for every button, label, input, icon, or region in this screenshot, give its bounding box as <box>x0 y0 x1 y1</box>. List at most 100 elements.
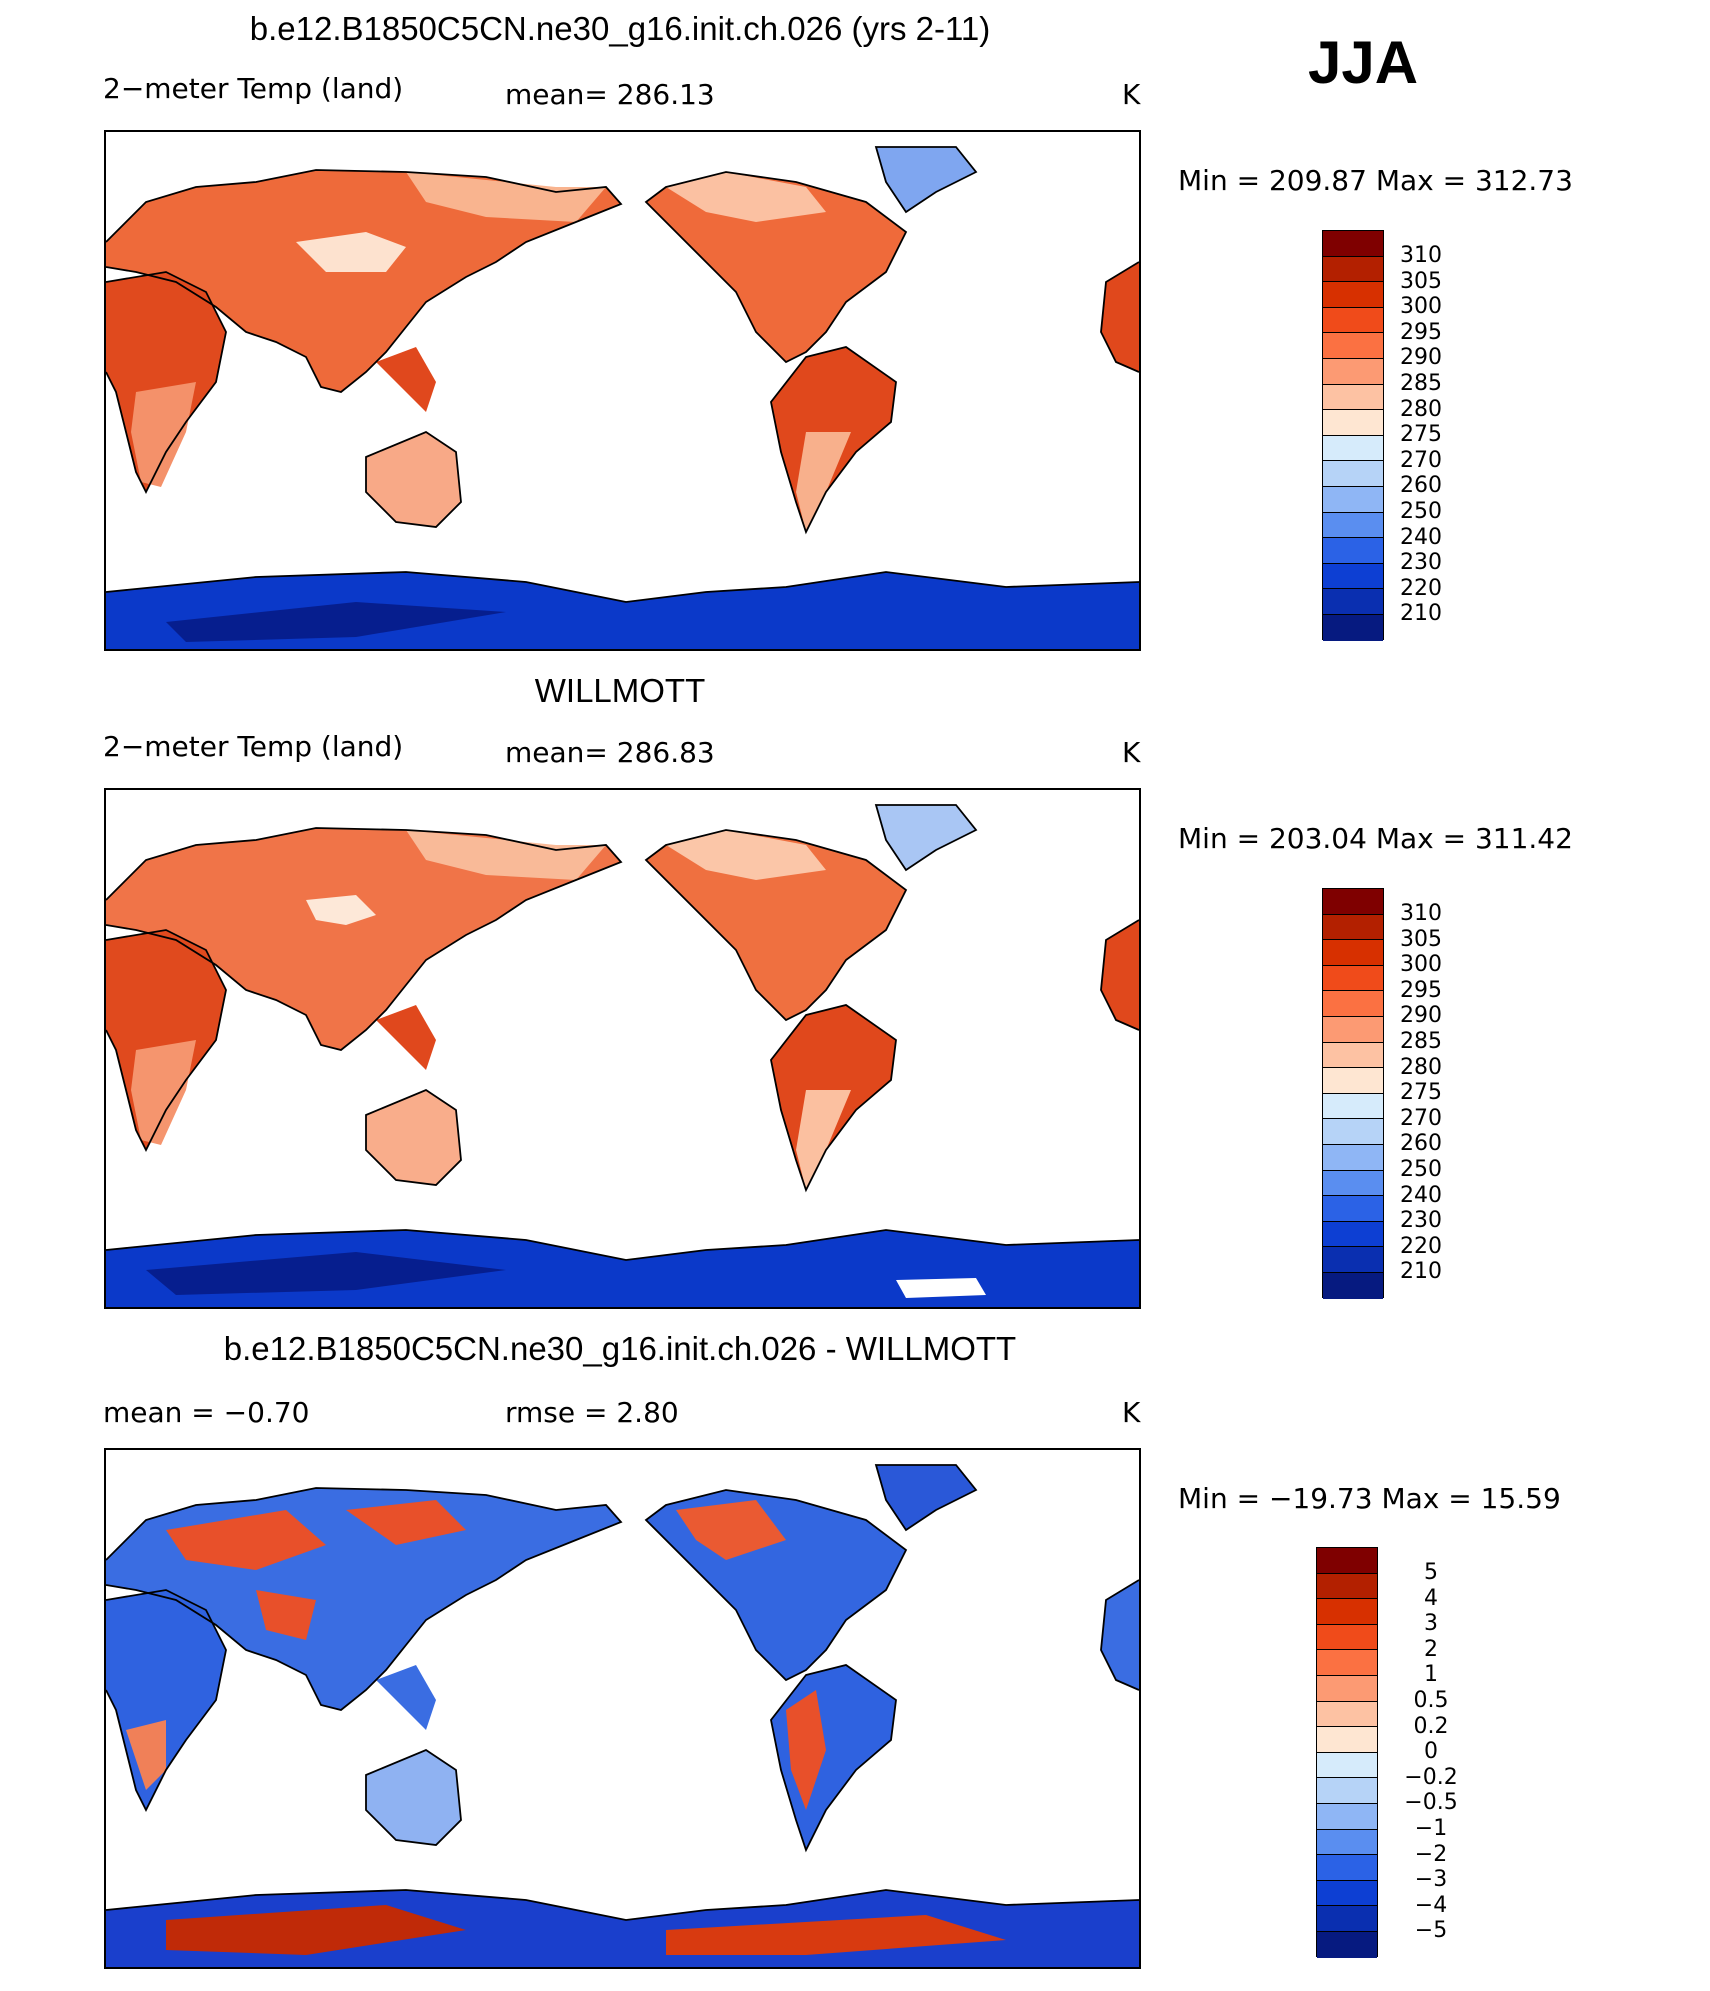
south-america-land <box>771 1665 896 1850</box>
siberia-cool <box>406 172 606 222</box>
colorbar-swatch <box>1323 1272 1383 1299</box>
se-asia-land <box>376 347 436 412</box>
antarctica-red-patch <box>166 1905 466 1955</box>
colorbar-label: 4 <box>1424 1585 1438 1611</box>
se-asia-land <box>376 1005 436 1070</box>
tibet-plateau <box>296 232 406 272</box>
colorbar-swatch <box>1323 1093 1383 1120</box>
australia-land <box>366 432 461 527</box>
colorbar-swatch <box>1323 563 1383 590</box>
colorbar-label: 220 <box>1400 575 1442 601</box>
colorbar-label: −4 <box>1414 1892 1448 1918</box>
africa-south <box>131 382 196 487</box>
colorbar-label: 280 <box>1400 1054 1442 1080</box>
colorbar-swatch <box>1323 282 1383 308</box>
colorbar-label: 300 <box>1400 952 1442 978</box>
colorbar-swatch <box>1323 1068 1383 1094</box>
colorbar-swatch <box>1317 1599 1377 1625</box>
siberia-cool <box>406 830 606 880</box>
colorbar-swatch <box>1323 1119 1383 1145</box>
colorbar-swatch <box>1317 1675 1377 1702</box>
colorbar-label: 240 <box>1400 524 1442 550</box>
colorbar-swatch <box>1317 1727 1377 1753</box>
colorbar-label: 295 <box>1400 977 1442 1003</box>
colorbar-swatch <box>1323 307 1383 334</box>
greenland-land <box>876 147 976 212</box>
panel-1-map <box>104 130 1141 651</box>
africa-south <box>131 1040 196 1145</box>
colorbar-swatch <box>1317 1803 1377 1830</box>
colorbar-swatch <box>1323 486 1383 513</box>
south-america-south <box>796 432 851 532</box>
north-america-land <box>646 172 906 362</box>
panel-1-mean-label: mean= 286.13 <box>505 78 715 111</box>
panel-2-colorbar <box>1322 888 1384 1299</box>
panel-1-colorbar <box>1322 230 1384 641</box>
colorbar-label: 305 <box>1400 268 1442 294</box>
antarctica-red-patch-east <box>666 1915 1006 1955</box>
australia-land <box>366 1090 461 1185</box>
colorbar-swatch <box>1323 965 1383 992</box>
africa-west-edge <box>1101 920 1139 1030</box>
colorbar-label: 0.5 <box>1413 1688 1449 1713</box>
panel-3-title: b.e12.B1850C5CN.ne30_g16.init.ch.026 - W… <box>223 1330 1017 1367</box>
colorbar-label: 230 <box>1400 550 1442 576</box>
greenland-land <box>876 805 976 870</box>
colorbar-swatch <box>1323 256 1383 283</box>
panel-3-map <box>104 1448 1141 1969</box>
colorbar-label: 290 <box>1400 345 1442 371</box>
colorbar-label: 210 <box>1400 601 1442 627</box>
panel-2-minmax: Min = 203.04 Max = 311.42 <box>1178 822 1573 855</box>
colorbar-swatch <box>1317 1701 1377 1728</box>
colorbar-swatch <box>1323 1042 1383 1069</box>
colorbar-swatch <box>1317 1573 1377 1600</box>
colorbar-swatch <box>1323 384 1383 411</box>
colorbar-swatch <box>1317 1829 1377 1856</box>
antarctica-deep <box>166 602 506 642</box>
australia-land <box>366 1750 461 1845</box>
colorbar-label: 3 <box>1424 1611 1438 1637</box>
colorbar-label: 1 <box>1424 1662 1438 1688</box>
colorbar-label: −5 <box>1414 1918 1448 1944</box>
colorbar-label: 240 <box>1400 1182 1442 1208</box>
panel-1-variable-label: 2−meter Temp (land) <box>103 72 404 105</box>
colorbar-swatch <box>1317 1906 1377 1932</box>
se-asia-land <box>376 1665 436 1730</box>
colorbar-swatch <box>1323 1170 1383 1197</box>
colorbar-label: 230 <box>1400 1208 1442 1234</box>
colorbar-label: 250 <box>1400 1157 1442 1182</box>
africa-west-edge <box>1101 1580 1139 1690</box>
north-america-north <box>666 830 826 880</box>
eurasia-land <box>106 170 621 392</box>
panel-3-colorbar <box>1316 1547 1378 1958</box>
colorbar-label: −1 <box>1414 1816 1448 1841</box>
north-america-red <box>676 1500 786 1560</box>
tibet-plateau <box>306 895 376 925</box>
africa-land <box>106 1590 226 1810</box>
antarctica-deep <box>146 1252 506 1295</box>
colorbar-swatch <box>1323 1016 1383 1043</box>
africa-west-edge <box>1101 262 1139 372</box>
colorbar-label: 275 <box>1400 1080 1442 1106</box>
colorbar-swatch <box>1317 1650 1377 1676</box>
panel-3-mean-label: mean = −0.70 <box>103 1396 310 1429</box>
panel-2-units: K <box>1122 736 1141 769</box>
colorbar-swatch <box>1323 435 1383 462</box>
colorbar-swatch <box>1323 991 1383 1017</box>
panel-2-mean-label: mean= 286.83 <box>505 736 715 769</box>
north-america-north <box>666 172 826 222</box>
colorbar-swatch <box>1323 1247 1383 1273</box>
colorbar-swatch <box>1323 889 1383 915</box>
eurasia-red-patches <box>166 1500 466 1640</box>
colorbar-label: 210 <box>1400 1259 1442 1285</box>
panel-3-units: K <box>1122 1396 1141 1429</box>
panel-1-units: K <box>1122 78 1141 111</box>
colorbar-label: 285 <box>1400 371 1442 396</box>
south-america-south <box>796 1090 851 1190</box>
colorbar-swatch <box>1323 589 1383 615</box>
greenland-land <box>876 1465 976 1530</box>
colorbar-label: −2 <box>1414 1841 1448 1867</box>
south-america-red <box>786 1690 826 1810</box>
colorbar-swatch <box>1323 1221 1383 1248</box>
season-label: JJA <box>1308 29 1419 96</box>
